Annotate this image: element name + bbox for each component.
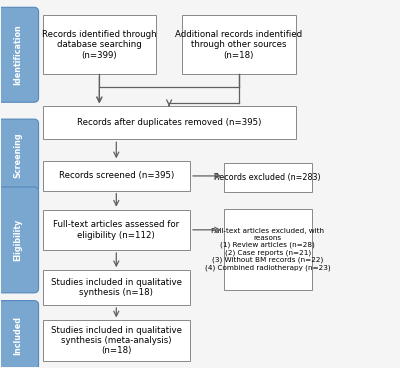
Text: Records screened (n=395): Records screened (n=395) [59,171,174,180]
Text: Screening: Screening [14,133,23,178]
FancyBboxPatch shape [42,106,296,139]
Text: Full-text articles assessed for
eligibility (n=112): Full-text articles assessed for eligibil… [53,220,179,240]
Text: Included: Included [14,316,23,355]
Text: Records identified through
database searching
(n=399): Records identified through database sear… [42,30,157,60]
Text: Full-text articles excluded, with
reasons
(1) Review articles (n=28)
(2) Case re: Full-text articles excluded, with reason… [205,228,330,271]
FancyBboxPatch shape [0,7,38,102]
Text: Records after duplicates removed (n=395): Records after duplicates removed (n=395) [77,118,261,127]
Text: Eligibility: Eligibility [14,219,23,261]
FancyBboxPatch shape [42,270,190,305]
FancyBboxPatch shape [0,119,38,192]
FancyBboxPatch shape [42,321,190,361]
FancyBboxPatch shape [42,161,190,191]
FancyBboxPatch shape [182,15,296,74]
Text: Records excluded (n=283): Records excluded (n=283) [214,173,321,182]
FancyBboxPatch shape [224,163,312,192]
FancyBboxPatch shape [0,187,38,293]
Text: Studies included in qualitative
synthesis (meta-analysis)
(n=18): Studies included in qualitative synthesi… [51,326,182,355]
Text: Studies included in qualitative
synthesis (n=18): Studies included in qualitative synthesi… [51,278,182,297]
Text: Additional records indentified
through other sources
(n=18): Additional records indentified through o… [175,30,302,60]
Text: Identification: Identification [14,24,23,85]
FancyBboxPatch shape [42,15,156,74]
FancyBboxPatch shape [0,301,38,368]
FancyBboxPatch shape [224,209,312,290]
FancyBboxPatch shape [42,210,190,250]
